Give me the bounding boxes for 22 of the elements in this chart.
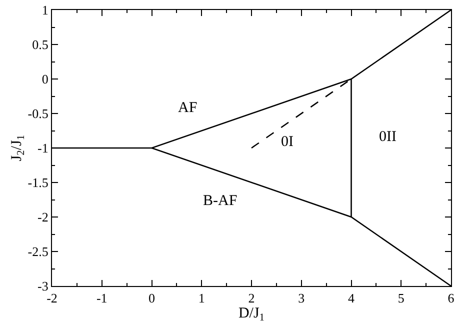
x-tick-label: 3 [298, 290, 305, 306]
x-tick-label: 4 [348, 290, 355, 306]
annotation: 0I [281, 134, 294, 150]
y-tick-label: -0.5 [28, 106, 48, 122]
x-tick-label: -1 [96, 290, 108, 306]
y-tick-label: -1 [38, 140, 48, 156]
y-tick-label: -1.5 [28, 175, 48, 190]
annotation: AF [178, 100, 198, 116]
y-tick-label: -2 [38, 210, 48, 225]
x-tick-label: 6 [448, 290, 455, 306]
annotation: B-AF [203, 193, 238, 209]
y-tick-label: 0 [42, 72, 48, 87]
x-tick-label: 2 [248, 290, 255, 306]
x-tick-label: 5 [398, 290, 404, 306]
y-tick-label: -3 [38, 278, 48, 294]
annotation: 0II [379, 129, 396, 145]
y-tick-label: 0.5 [32, 37, 48, 52]
x-tick-label: 0 [148, 290, 155, 306]
y-tick-label: 1 [42, 2, 48, 18]
x-tick-label: 1 [198, 290, 205, 306]
x-axis-title: D/J$_{1}$ [238, 306, 265, 324]
y-tick-label: -2.5 [28, 244, 48, 260]
